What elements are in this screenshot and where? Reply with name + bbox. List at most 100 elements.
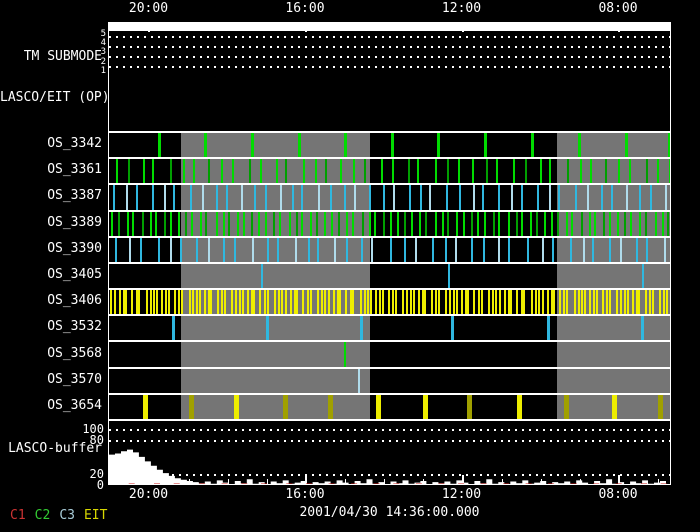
event-tick xyxy=(163,185,166,210)
observation-band xyxy=(181,342,371,367)
label-os_3342: OS_3342 xyxy=(47,136,102,152)
event-tick xyxy=(316,290,319,315)
observation-band xyxy=(181,237,371,262)
event-tick xyxy=(343,342,346,367)
event-tick xyxy=(659,290,662,315)
event-tick xyxy=(402,290,405,315)
event-tick xyxy=(616,290,619,315)
buffer-red-mark xyxy=(548,483,555,484)
observation-band xyxy=(181,263,371,289)
event-tick xyxy=(281,290,284,315)
event-tick xyxy=(225,185,228,210)
minor-tick-top xyxy=(149,23,151,28)
event-tick xyxy=(364,159,367,184)
event-tick xyxy=(635,237,638,262)
event-tick xyxy=(330,185,333,210)
event-tick xyxy=(513,159,516,184)
event-tick xyxy=(381,159,384,184)
event-tick xyxy=(112,185,115,210)
os-row xyxy=(109,342,670,367)
buffer-red-mark xyxy=(173,483,180,484)
event-tick xyxy=(496,159,499,184)
label-lasco-buffer: LASCO-buffer xyxy=(8,441,102,456)
event-tick xyxy=(657,394,663,419)
minor-tick-top xyxy=(305,23,307,28)
event-tick xyxy=(609,211,612,236)
observation-band xyxy=(557,263,670,289)
event-tick xyxy=(234,394,240,419)
event-tick xyxy=(142,394,148,419)
tm-submode-scale-digit: 2 xyxy=(100,56,106,67)
event-tick xyxy=(263,290,266,315)
row-separator xyxy=(109,235,670,238)
event-tick xyxy=(274,290,277,315)
event-tick xyxy=(452,290,455,315)
event-tick xyxy=(435,159,438,184)
event-tick xyxy=(429,185,432,210)
observation-band xyxy=(557,133,670,158)
event-tick xyxy=(644,211,647,236)
minor-tick-top xyxy=(345,23,347,28)
event-tick xyxy=(523,290,526,315)
event-tick xyxy=(477,290,480,315)
event-tick xyxy=(152,159,155,184)
plot-area xyxy=(108,22,671,485)
event-tick xyxy=(520,211,523,236)
tm-submode-scale-digit: 1 xyxy=(100,65,106,76)
event-tick xyxy=(446,185,449,210)
os-row xyxy=(109,263,670,289)
event-tick xyxy=(593,290,596,315)
event-tick xyxy=(472,185,475,210)
event-tick xyxy=(641,263,644,289)
event-tick xyxy=(579,159,582,184)
event-tick xyxy=(589,159,592,184)
buffer-red-mark xyxy=(615,483,622,484)
buffer-red-mark xyxy=(480,483,487,484)
event-tick xyxy=(349,290,352,315)
event-tick xyxy=(628,159,631,184)
event-tick xyxy=(114,237,117,262)
event-tick xyxy=(352,290,355,315)
event-tick xyxy=(608,237,611,262)
event-tick xyxy=(122,290,125,315)
observation-band xyxy=(557,368,670,393)
event-tick xyxy=(557,211,560,236)
minor-tick-top xyxy=(423,23,425,28)
event-tick xyxy=(457,159,460,184)
event-tick xyxy=(243,211,246,236)
row-separator xyxy=(109,366,670,369)
buffer-red-mark xyxy=(373,483,380,484)
event-tick xyxy=(661,211,664,236)
buffer-red-mark xyxy=(154,483,160,484)
minor-tick-bottom xyxy=(462,479,464,484)
event-tick xyxy=(665,185,668,210)
event-tick xyxy=(630,211,633,236)
footer-timestamp: 2001/04/30 14:36:00.000 xyxy=(299,505,480,520)
event-tick xyxy=(280,185,283,210)
event-tick xyxy=(113,290,116,315)
event-tick xyxy=(163,211,166,236)
event-tick xyxy=(447,159,450,184)
event-tick xyxy=(511,185,514,210)
event-tick xyxy=(227,211,230,236)
event-tick xyxy=(458,185,461,210)
observation-band xyxy=(557,316,670,341)
event-tick xyxy=(640,316,644,341)
event-tick xyxy=(669,159,670,184)
event-tick xyxy=(557,185,560,210)
event-tick xyxy=(422,290,425,315)
event-tick xyxy=(231,159,234,184)
event-tick xyxy=(623,290,626,315)
event-tick xyxy=(353,159,356,184)
event-tick xyxy=(135,290,138,315)
os-row xyxy=(109,159,670,184)
event-tick xyxy=(638,290,641,315)
event-tick xyxy=(293,290,296,315)
event-tick xyxy=(208,290,211,315)
event-tick xyxy=(627,290,630,315)
event-tick xyxy=(437,133,441,158)
event-tick xyxy=(488,290,491,315)
event-tick xyxy=(638,211,641,236)
event-tick xyxy=(656,159,659,184)
event-tick xyxy=(419,211,422,236)
